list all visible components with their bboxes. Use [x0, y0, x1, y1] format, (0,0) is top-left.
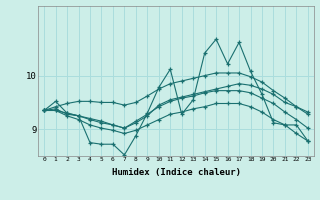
X-axis label: Humidex (Indice chaleur): Humidex (Indice chaleur)	[111, 168, 241, 177]
